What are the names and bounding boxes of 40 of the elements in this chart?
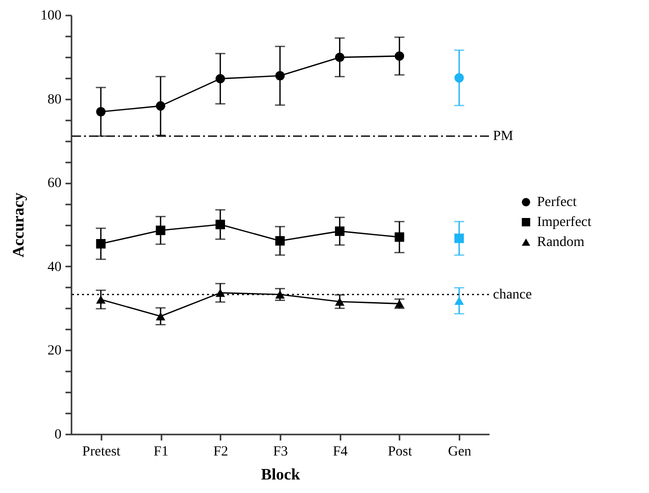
x-tick-label: Pretest bbox=[82, 444, 121, 460]
x-tick-label: F3 bbox=[273, 444, 288, 460]
x-tick-label: Gen bbox=[448, 444, 472, 460]
x-axis-title: Block bbox=[260, 466, 300, 484]
point bbox=[275, 71, 285, 80]
x-tick-label: F1 bbox=[154, 444, 168, 460]
point bbox=[454, 234, 464, 244]
y-tick-label: 80 bbox=[48, 92, 62, 108]
point bbox=[454, 73, 464, 83]
point bbox=[156, 312, 166, 320]
point bbox=[96, 107, 106, 117]
ref-line-label: PM bbox=[493, 129, 514, 144]
y-tick-label: 40 bbox=[48, 260, 62, 275]
legend-label: Random bbox=[537, 235, 585, 250]
legend-label: Imperfect bbox=[537, 215, 592, 230]
point bbox=[156, 101, 166, 111]
point bbox=[216, 74, 226, 84]
point bbox=[334, 52, 344, 62]
point bbox=[156, 226, 166, 236]
point bbox=[394, 232, 404, 242]
point bbox=[275, 236, 285, 246]
x-tick-label: F4 bbox=[332, 444, 348, 460]
point bbox=[334, 297, 344, 306]
point bbox=[454, 296, 464, 305]
y-tick-label: 0 bbox=[54, 428, 62, 442]
point bbox=[216, 288, 226, 297]
legend-label: Perfect bbox=[537, 195, 577, 210]
point bbox=[96, 295, 106, 304]
y-tick-label: 60 bbox=[48, 176, 62, 192]
y-axis-title: Accuracy bbox=[10, 192, 28, 258]
x-tick-label: F2 bbox=[213, 444, 228, 460]
point bbox=[275, 290, 285, 299]
point bbox=[394, 51, 404, 61]
point bbox=[96, 239, 106, 249]
point bbox=[334, 226, 344, 236]
ref-line-label: chance bbox=[493, 287, 532, 302]
y-tick-label: 100 bbox=[40, 8, 62, 24]
y-tick-label: 20 bbox=[48, 344, 62, 359]
point bbox=[216, 220, 226, 230]
x-tick-label: Post bbox=[388, 444, 412, 460]
